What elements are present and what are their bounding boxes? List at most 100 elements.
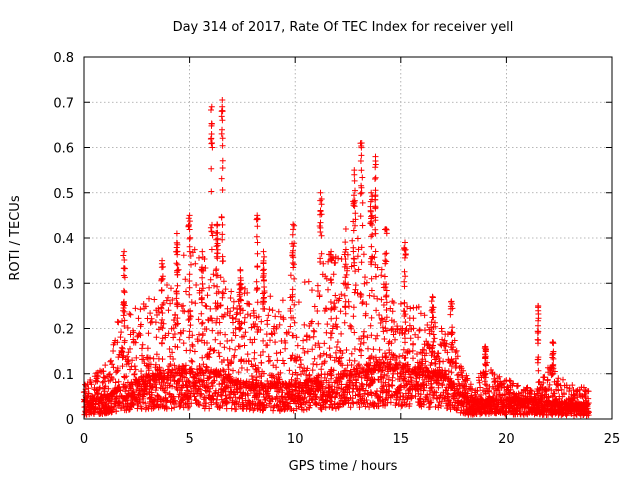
data-point <box>120 252 127 259</box>
data-point <box>321 358 328 365</box>
data-point <box>355 266 362 273</box>
data-point <box>189 343 196 350</box>
data-point <box>445 368 452 375</box>
data-point <box>428 319 435 326</box>
data-point <box>430 304 437 311</box>
data-point <box>351 346 358 352</box>
data-point <box>383 250 390 257</box>
data-point <box>382 260 389 267</box>
data-point <box>333 344 340 350</box>
data-point <box>260 290 266 297</box>
data-point <box>159 257 166 264</box>
data-point <box>352 210 359 217</box>
x-tick-labels: 0 5 10 15 20 25 <box>80 432 620 447</box>
data-point <box>402 251 409 257</box>
data-point <box>169 349 176 356</box>
data-point <box>208 246 215 253</box>
data-point <box>289 286 296 293</box>
y-tick-label: 0.3 <box>53 277 74 292</box>
data-point <box>276 321 283 328</box>
data-point <box>260 348 266 355</box>
data-point <box>372 153 379 160</box>
data-point <box>187 383 194 390</box>
data-point <box>327 277 334 284</box>
data-point <box>277 349 284 356</box>
data-point <box>185 215 192 222</box>
data-point <box>121 308 128 315</box>
data-point <box>160 263 166 270</box>
data-point <box>430 338 437 345</box>
data-point <box>160 379 167 386</box>
data-point <box>228 358 235 365</box>
data-point <box>371 293 377 300</box>
data-point <box>309 287 315 294</box>
data-point <box>349 395 356 402</box>
data-point <box>332 304 339 311</box>
data-point <box>217 302 224 309</box>
data-point <box>115 319 122 326</box>
data-point <box>368 392 375 399</box>
data-point <box>147 310 154 317</box>
data-point <box>174 344 181 351</box>
data-point <box>358 167 365 174</box>
data-point <box>109 361 116 368</box>
data-point <box>352 382 359 389</box>
data-point <box>364 334 371 341</box>
data-point <box>254 299 261 306</box>
data-point <box>116 399 123 406</box>
data-point <box>215 288 222 295</box>
data-point <box>566 388 573 395</box>
data-point <box>211 282 217 289</box>
data-point <box>168 405 175 412</box>
data-point <box>186 226 193 233</box>
data-point <box>383 299 390 306</box>
data-point <box>198 390 205 397</box>
data-point <box>417 395 424 402</box>
data-point <box>114 388 121 395</box>
data-point <box>352 222 358 229</box>
data-point <box>186 271 193 278</box>
data-point <box>173 260 180 267</box>
data-point <box>372 164 379 171</box>
data-point <box>301 321 308 328</box>
data-point <box>397 370 404 377</box>
data-point <box>383 226 390 233</box>
data-point <box>152 319 159 326</box>
data-point <box>289 293 296 300</box>
data-point <box>383 314 390 321</box>
data-point <box>159 325 166 332</box>
data-point <box>251 349 258 356</box>
data-point <box>367 198 374 205</box>
data-point <box>290 407 297 414</box>
data-point <box>482 343 489 350</box>
data-point <box>216 319 223 326</box>
data-point <box>357 158 364 164</box>
data-point <box>351 192 357 199</box>
data-point <box>209 232 216 239</box>
data-point <box>289 352 296 359</box>
data-point <box>138 405 145 412</box>
y-tick-label: 0.1 <box>53 368 74 383</box>
data-point <box>187 312 194 319</box>
data-point <box>270 407 277 414</box>
data-point <box>326 379 332 386</box>
data-point <box>358 380 365 387</box>
data-point <box>391 318 398 325</box>
data-point <box>338 354 345 361</box>
data-point <box>261 294 267 301</box>
data-point <box>236 289 243 296</box>
data-point <box>181 308 188 315</box>
data-point <box>383 307 390 313</box>
data-point <box>351 262 358 269</box>
data-point <box>325 286 331 293</box>
data-point <box>127 331 134 338</box>
data-point <box>186 243 193 250</box>
data-point <box>387 399 394 406</box>
data-point <box>337 308 344 315</box>
data-point <box>309 346 316 353</box>
data-point <box>402 377 408 383</box>
data-point <box>311 355 318 362</box>
data-point <box>368 261 375 268</box>
data-point <box>423 338 430 345</box>
data-point <box>260 305 267 312</box>
